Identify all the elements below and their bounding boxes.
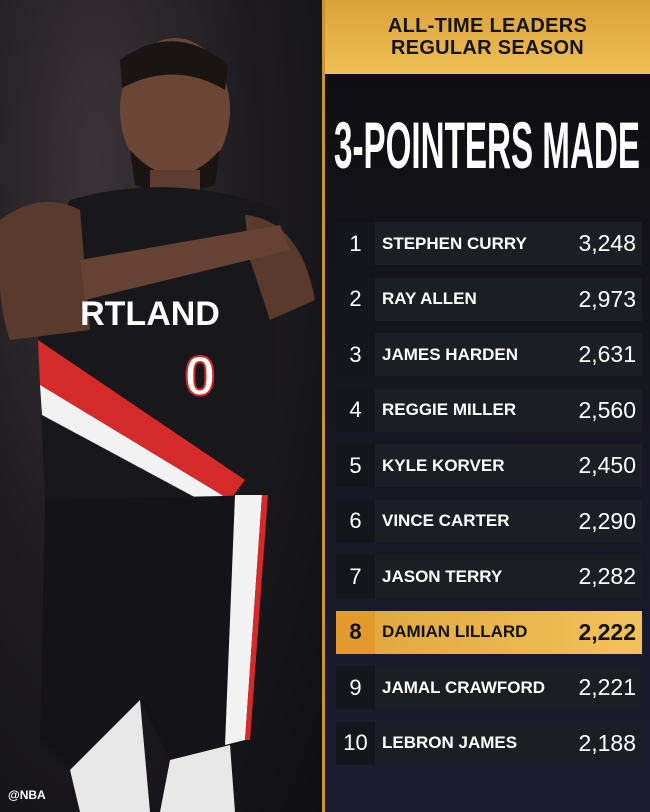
leader-rank: 6 <box>336 499 375 543</box>
leader-name: VINCE CARTER <box>375 500 578 543</box>
leader-row: 2 RAY ALLEN 2,973 <box>336 277 642 321</box>
header-line-2: REGULAR SEASON <box>390 37 585 59</box>
header-line-1: ALL-TIME LEADERS <box>387 15 588 37</box>
leader-value: 2,282 <box>578 555 642 598</box>
value-text: 2,221 <box>578 674 636 700</box>
leader-row: 6 VINCE CARTER 2,290 <box>336 499 642 543</box>
leader-value: 2,222 <box>578 611 642 654</box>
leader-value: 2,631 <box>578 333 642 376</box>
leader-rank: 9 <box>336 666 375 709</box>
name-text: DAMIAN LILLARD <box>382 622 528 641</box>
leader-name: JASON TERRY <box>375 555 578 598</box>
value-text: 2,188 <box>578 729 636 756</box>
rank-text: 6 <box>349 508 362 533</box>
leader-value: 2,221 <box>578 666 642 709</box>
leader-name: STEPHEN CURRY <box>375 222 578 265</box>
leader-rank: 5 <box>336 444 375 487</box>
value-text: 3,248 <box>578 230 636 256</box>
leader-name: KYLE KORVER <box>375 444 578 487</box>
leader-name: REGGIE MILLER <box>375 389 578 432</box>
leader-rank: 10 <box>336 721 375 765</box>
rank-text: 10 <box>343 730 368 755</box>
jersey-city: RTLAND <box>80 295 220 333</box>
stat-title: 3-POINTERS MADE <box>332 104 642 180</box>
leader-row: 3 JAMES HARDEN 2,631 <box>336 333 642 376</box>
leader-rank: 7 <box>336 555 375 598</box>
name-text: STEPHEN CURRY <box>382 233 527 253</box>
nba-watermark: @NBA <box>8 788 46 802</box>
player-photo: RTLAND 0 @NBA <box>0 0 322 812</box>
stat-title-text: 3-POINTERS MADE <box>334 108 640 180</box>
leader-rank: 1 <box>336 222 375 265</box>
name-text: LEBRON JAMES <box>382 733 518 752</box>
value-text: 2,631 <box>578 341 636 367</box>
leader-value: 2,973 <box>578 278 642 321</box>
leader-name: LEBRON JAMES <box>375 722 578 765</box>
jersey-number: 0 <box>184 344 215 407</box>
value-text: 2,290 <box>578 507 636 534</box>
leader-row: 7 JASON TERRY 2,282 <box>336 555 642 598</box>
value-text: 2,282 <box>578 563 636 589</box>
leader-row: 4 REGGIE MILLER 2,560 <box>336 388 642 432</box>
name-text: REGGIE MILLER <box>382 400 517 419</box>
rank-text: 4 <box>349 397 362 422</box>
leader-row: 8 DAMIAN LILLARD 2,222 <box>336 610 642 654</box>
leader-row: 9 JAMAL CRAWFORD 2,221 <box>336 666 642 709</box>
leader-value: 2,290 <box>578 500 642 543</box>
leaders-panel: ALL-TIME LEADERS REGULAR SEASON 3-POINTE… <box>322 0 650 812</box>
leader-name: JAMES HARDEN <box>375 333 578 376</box>
name-text: JASON TERRY <box>382 566 503 586</box>
leader-name: DAMIAN LILLARD <box>375 611 578 654</box>
value-text: 2,222 <box>578 618 636 645</box>
rank-text: 5 <box>349 452 362 478</box>
leader-row: 1 STEPHEN CURRY 3,248 <box>336 222 642 265</box>
rank-text: 9 <box>349 674 362 700</box>
leader-name: RAY ALLEN <box>375 278 578 321</box>
name-text: VINCE CARTER <box>382 511 510 530</box>
name-text: RAY ALLEN <box>382 289 477 308</box>
leader-value: 2,450 <box>578 444 642 487</box>
rank-text: 2 <box>349 286 362 311</box>
leader-rank: 4 <box>336 388 375 432</box>
stat-title-svg: 3-POINTERS MADE <box>334 108 640 180</box>
player-figure: RTLAND 0 <box>0 38 315 812</box>
value-text: 2,560 <box>578 396 636 423</box>
leader-rank: 2 <box>336 277 375 321</box>
value-text: 2,450 <box>578 452 636 478</box>
leader-row: 5 KYLE KORVER 2,450 <box>336 444 642 487</box>
rank-text: 1 <box>349 230 362 256</box>
header-banner: ALL-TIME LEADERS REGULAR SEASON <box>325 0 650 74</box>
value-text: 2,973 <box>578 285 636 312</box>
name-text: KYLE KORVER <box>382 455 505 475</box>
leader-name: JAMAL CRAWFORD <box>375 666 578 709</box>
rank-text: 7 <box>349 563 362 589</box>
name-text: JAMAL CRAWFORD <box>382 677 546 697</box>
leader-row: 10 LEBRON JAMES 2,188 <box>336 721 642 765</box>
leader-value: 3,248 <box>578 222 642 265</box>
leader-rank: 3 <box>336 333 375 376</box>
rank-text: 3 <box>349 341 362 367</box>
name-text: JAMES HARDEN <box>382 344 519 364</box>
leader-rank: 8 <box>336 610 375 654</box>
rank-text: 8 <box>349 619 362 644</box>
leader-value: 2,560 <box>578 389 642 432</box>
leader-value: 2,188 <box>578 722 642 765</box>
